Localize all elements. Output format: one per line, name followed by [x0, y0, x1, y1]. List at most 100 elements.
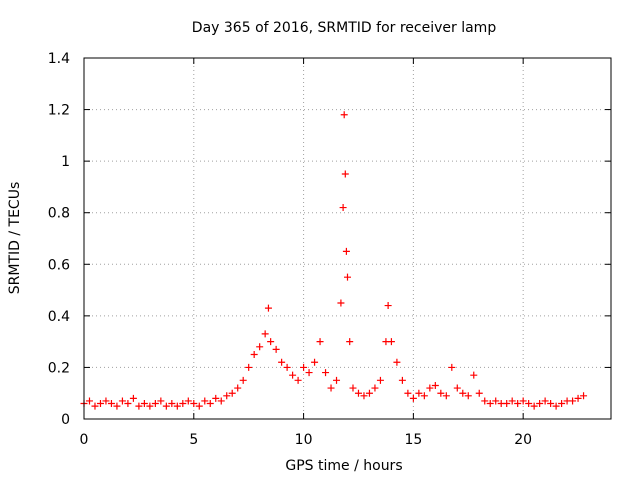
data-point [365, 389, 373, 397]
plot-frame [83, 57, 612, 420]
data-point [349, 384, 357, 392]
data-point [486, 400, 494, 408]
data-point [409, 394, 417, 402]
data-point [212, 394, 220, 402]
data-point [190, 400, 198, 408]
data-point [404, 389, 412, 397]
data-points [80, 111, 588, 410]
y-tick-label: 0 [61, 412, 70, 428]
data-point [339, 204, 347, 212]
x-axis-label: GPS time / hours [285, 458, 402, 474]
data-point [239, 376, 247, 384]
data-point [580, 392, 588, 400]
data-point [316, 338, 324, 346]
data-point [206, 400, 214, 408]
data-point [354, 389, 362, 397]
data-point [384, 302, 392, 310]
data-point [470, 371, 478, 379]
data-point [129, 394, 137, 402]
data-point [393, 358, 401, 366]
data-point [360, 392, 368, 400]
data-point [184, 397, 192, 405]
grid-lines [84, 58, 611, 419]
data-point [431, 381, 439, 389]
data-point [267, 338, 275, 346]
data-point [346, 338, 354, 346]
data-point [107, 400, 115, 408]
data-point [492, 397, 500, 405]
data-point [530, 402, 538, 410]
data-point [245, 363, 253, 371]
y-tick-label: 0.6 [48, 257, 70, 273]
data-point [85, 397, 93, 405]
data-point [398, 376, 406, 384]
y-tick-label: 1.4 [48, 51, 70, 67]
y-tick-label: 1 [61, 154, 70, 170]
data-point [341, 170, 349, 178]
data-point [342, 247, 350, 255]
data-point [223, 392, 231, 400]
data-point [146, 402, 154, 410]
y-axis-label: SRMTID / TECUs [7, 182, 23, 295]
data-point [514, 400, 522, 408]
data-point [217, 397, 225, 405]
data-point [162, 402, 170, 410]
data-point [569, 397, 577, 405]
data-point [305, 369, 313, 377]
x-axis-ticks: 0 5 10 15 20 [80, 58, 532, 448]
y-tick-label: 1.2 [48, 103, 70, 119]
data-point [333, 376, 341, 384]
data-point [327, 384, 335, 392]
data-point [151, 400, 159, 408]
data-point [300, 363, 308, 371]
data-point [283, 363, 291, 371]
data-point [289, 371, 297, 379]
data-point [311, 358, 319, 366]
x-tick-label: 20 [514, 432, 532, 448]
data-point [96, 400, 104, 408]
x-tick-label: 15 [404, 432, 422, 448]
data-point [118, 397, 126, 405]
data-point [503, 400, 511, 408]
data-point [168, 400, 176, 408]
data-point [294, 376, 302, 384]
x-tick-label: 5 [189, 432, 198, 448]
data-point [124, 400, 132, 408]
data-point [272, 345, 280, 353]
data-point [337, 299, 345, 307]
data-point [195, 402, 203, 410]
data-point [157, 397, 165, 405]
data-point [448, 363, 456, 371]
data-point [442, 392, 450, 400]
y-tick-label: 0.4 [48, 309, 70, 325]
x-tick-label: 0 [80, 432, 89, 448]
data-point [228, 389, 236, 397]
data-point [547, 400, 555, 408]
data-point [140, 400, 148, 408]
data-point [113, 402, 121, 410]
data-point [340, 111, 348, 119]
data-point [525, 400, 533, 408]
data-point [459, 389, 467, 397]
data-point [541, 397, 549, 405]
data-point [278, 358, 286, 366]
data-point [201, 397, 209, 405]
data-point [426, 384, 434, 392]
y-axis-ticks: 0 0.2 0.4 0.6 0.8 1 1.2 1.4 [48, 51, 611, 428]
data-point [250, 351, 258, 359]
chart-title: Day 365 of 2016, SRMTID for receiver lam… [192, 20, 497, 36]
y-tick-label: 0.8 [48, 206, 70, 222]
data-point [261, 330, 269, 338]
data-point [552, 402, 560, 410]
data-point [519, 397, 527, 405]
data-point [173, 402, 181, 410]
data-point [102, 397, 110, 405]
data-point [453, 384, 461, 392]
data-point [91, 402, 99, 410]
y-tick-label: 0.2 [48, 360, 70, 376]
data-point [481, 397, 489, 405]
data-point [420, 392, 428, 400]
data-point [464, 392, 472, 400]
data-point [376, 376, 384, 384]
